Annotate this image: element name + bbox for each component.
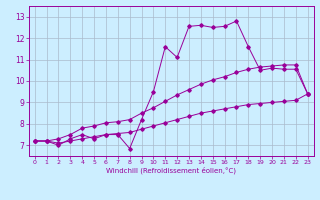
X-axis label: Windchill (Refroidissement éolien,°C): Windchill (Refroidissement éolien,°C) — [106, 167, 236, 174]
